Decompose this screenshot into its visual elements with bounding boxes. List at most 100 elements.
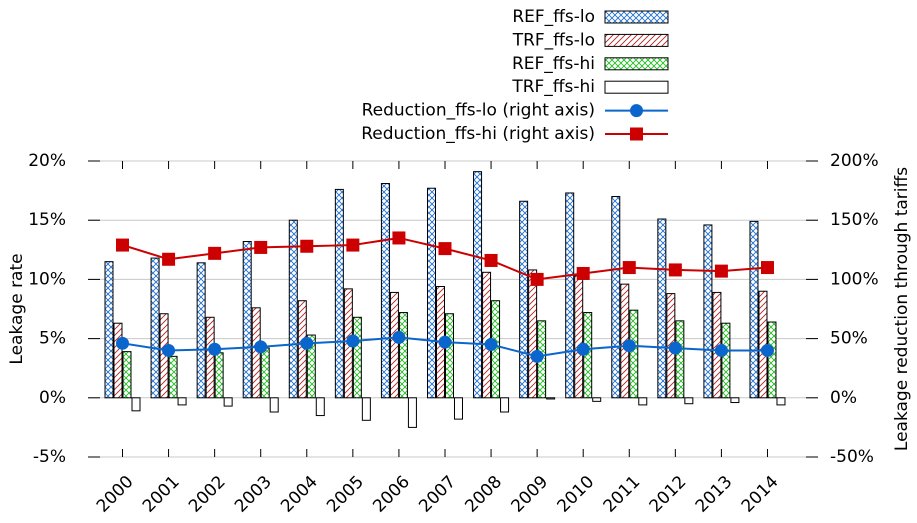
x-tick-label: 2010 [554, 472, 599, 517]
bar [104, 261, 114, 399]
point [760, 343, 774, 357]
legend-label: REF_ffs-hi [512, 54, 595, 74]
bar [657, 218, 667, 399]
point [300, 239, 314, 253]
y2-tick-label: 50% [830, 329, 868, 349]
point [576, 266, 590, 280]
point [392, 231, 406, 245]
point [530, 272, 544, 286]
y2-tick-label: 200% [830, 151, 879, 171]
y-tick-label: 10% [28, 269, 66, 289]
bar [407, 397, 417, 428]
legend-label: TRF_ffs-lo [512, 30, 595, 50]
point [530, 349, 544, 363]
point [668, 341, 682, 355]
bar [242, 241, 252, 399]
bar [721, 322, 731, 399]
x-tick-label: 2008 [461, 472, 506, 517]
bar [528, 269, 538, 399]
bar [638, 397, 648, 406]
bar [113, 322, 123, 399]
point [116, 238, 129, 252]
y-tick-label: 20% [28, 151, 66, 171]
legend-swatch [604, 33, 669, 47]
y-tick-label: 15% [28, 210, 66, 230]
point [162, 252, 176, 266]
point [668, 263, 682, 277]
bar [398, 312, 408, 399]
x-tick-label: 2005 [323, 472, 368, 517]
bar [131, 397, 141, 412]
bar [315, 397, 325, 417]
bar [749, 220, 759, 399]
x-tick-label: 2000 [93, 472, 138, 517]
bar [730, 397, 740, 404]
y2-tick-label: -50% [830, 447, 874, 467]
x-tick-label: 2003 [231, 472, 276, 517]
bar [122, 351, 132, 399]
point [162, 343, 176, 357]
bar [611, 196, 621, 399]
x-tick-label: 2014 [738, 472, 783, 517]
x-tick-label: 2013 [692, 472, 737, 517]
x-tick-label: 2009 [507, 472, 552, 517]
bar [214, 352, 224, 399]
x-tick-label: 2007 [415, 472, 460, 517]
y-tick-label: -5% [33, 447, 66, 467]
bar [453, 397, 463, 420]
point [484, 338, 498, 352]
point [438, 242, 452, 256]
bar [361, 397, 371, 421]
bar [334, 188, 344, 399]
x-tick-label: 2006 [369, 472, 414, 517]
bar [177, 397, 187, 406]
point [714, 264, 728, 278]
bar [223, 397, 233, 407]
legend-marker [630, 104, 643, 118]
bar [306, 334, 316, 399]
y-tick-label: 5% [39, 329, 66, 349]
bar [444, 313, 454, 399]
bar [168, 355, 178, 399]
legend-swatch [604, 10, 669, 24]
y2-axis-label: Leakage reduction through tariffs [892, 167, 912, 451]
bar [380, 182, 390, 399]
point [300, 336, 314, 350]
legend-label: REF_ffs-lo [512, 7, 595, 27]
point [346, 238, 360, 252]
bar [150, 257, 160, 399]
bar [675, 320, 685, 399]
point [346, 334, 360, 348]
y2-tick-label: 150% [830, 210, 879, 230]
bar [629, 309, 639, 399]
bar [389, 291, 399, 399]
x-tick-label: 2002 [185, 472, 230, 517]
bar [426, 187, 436, 399]
bar [269, 397, 279, 413]
legend-label: TRF_ffs-hi [511, 77, 595, 97]
legend-swatch [604, 57, 669, 71]
y2-tick-label: 0% [830, 388, 857, 408]
bar [684, 397, 694, 405]
legend-label: Reduction_ffs-lo (right axis) [362, 101, 595, 121]
bar [767, 321, 777, 399]
bar [565, 192, 575, 399]
y-axis-label: Leakage rate [7, 253, 27, 364]
point [438, 335, 452, 349]
point [760, 261, 774, 275]
y-tick-label: 0% [39, 388, 66, 408]
point [116, 336, 129, 350]
point [254, 240, 268, 254]
point [484, 253, 498, 267]
bar [473, 171, 483, 399]
bar [546, 397, 556, 400]
bar [592, 397, 602, 402]
point [622, 261, 636, 275]
point [576, 342, 590, 356]
y2-tick-label: 100% [830, 269, 879, 289]
x-tick-label: 2012 [646, 472, 691, 517]
bar [776, 397, 786, 406]
bar [519, 200, 529, 399]
x-tick-label: 2004 [277, 472, 322, 517]
